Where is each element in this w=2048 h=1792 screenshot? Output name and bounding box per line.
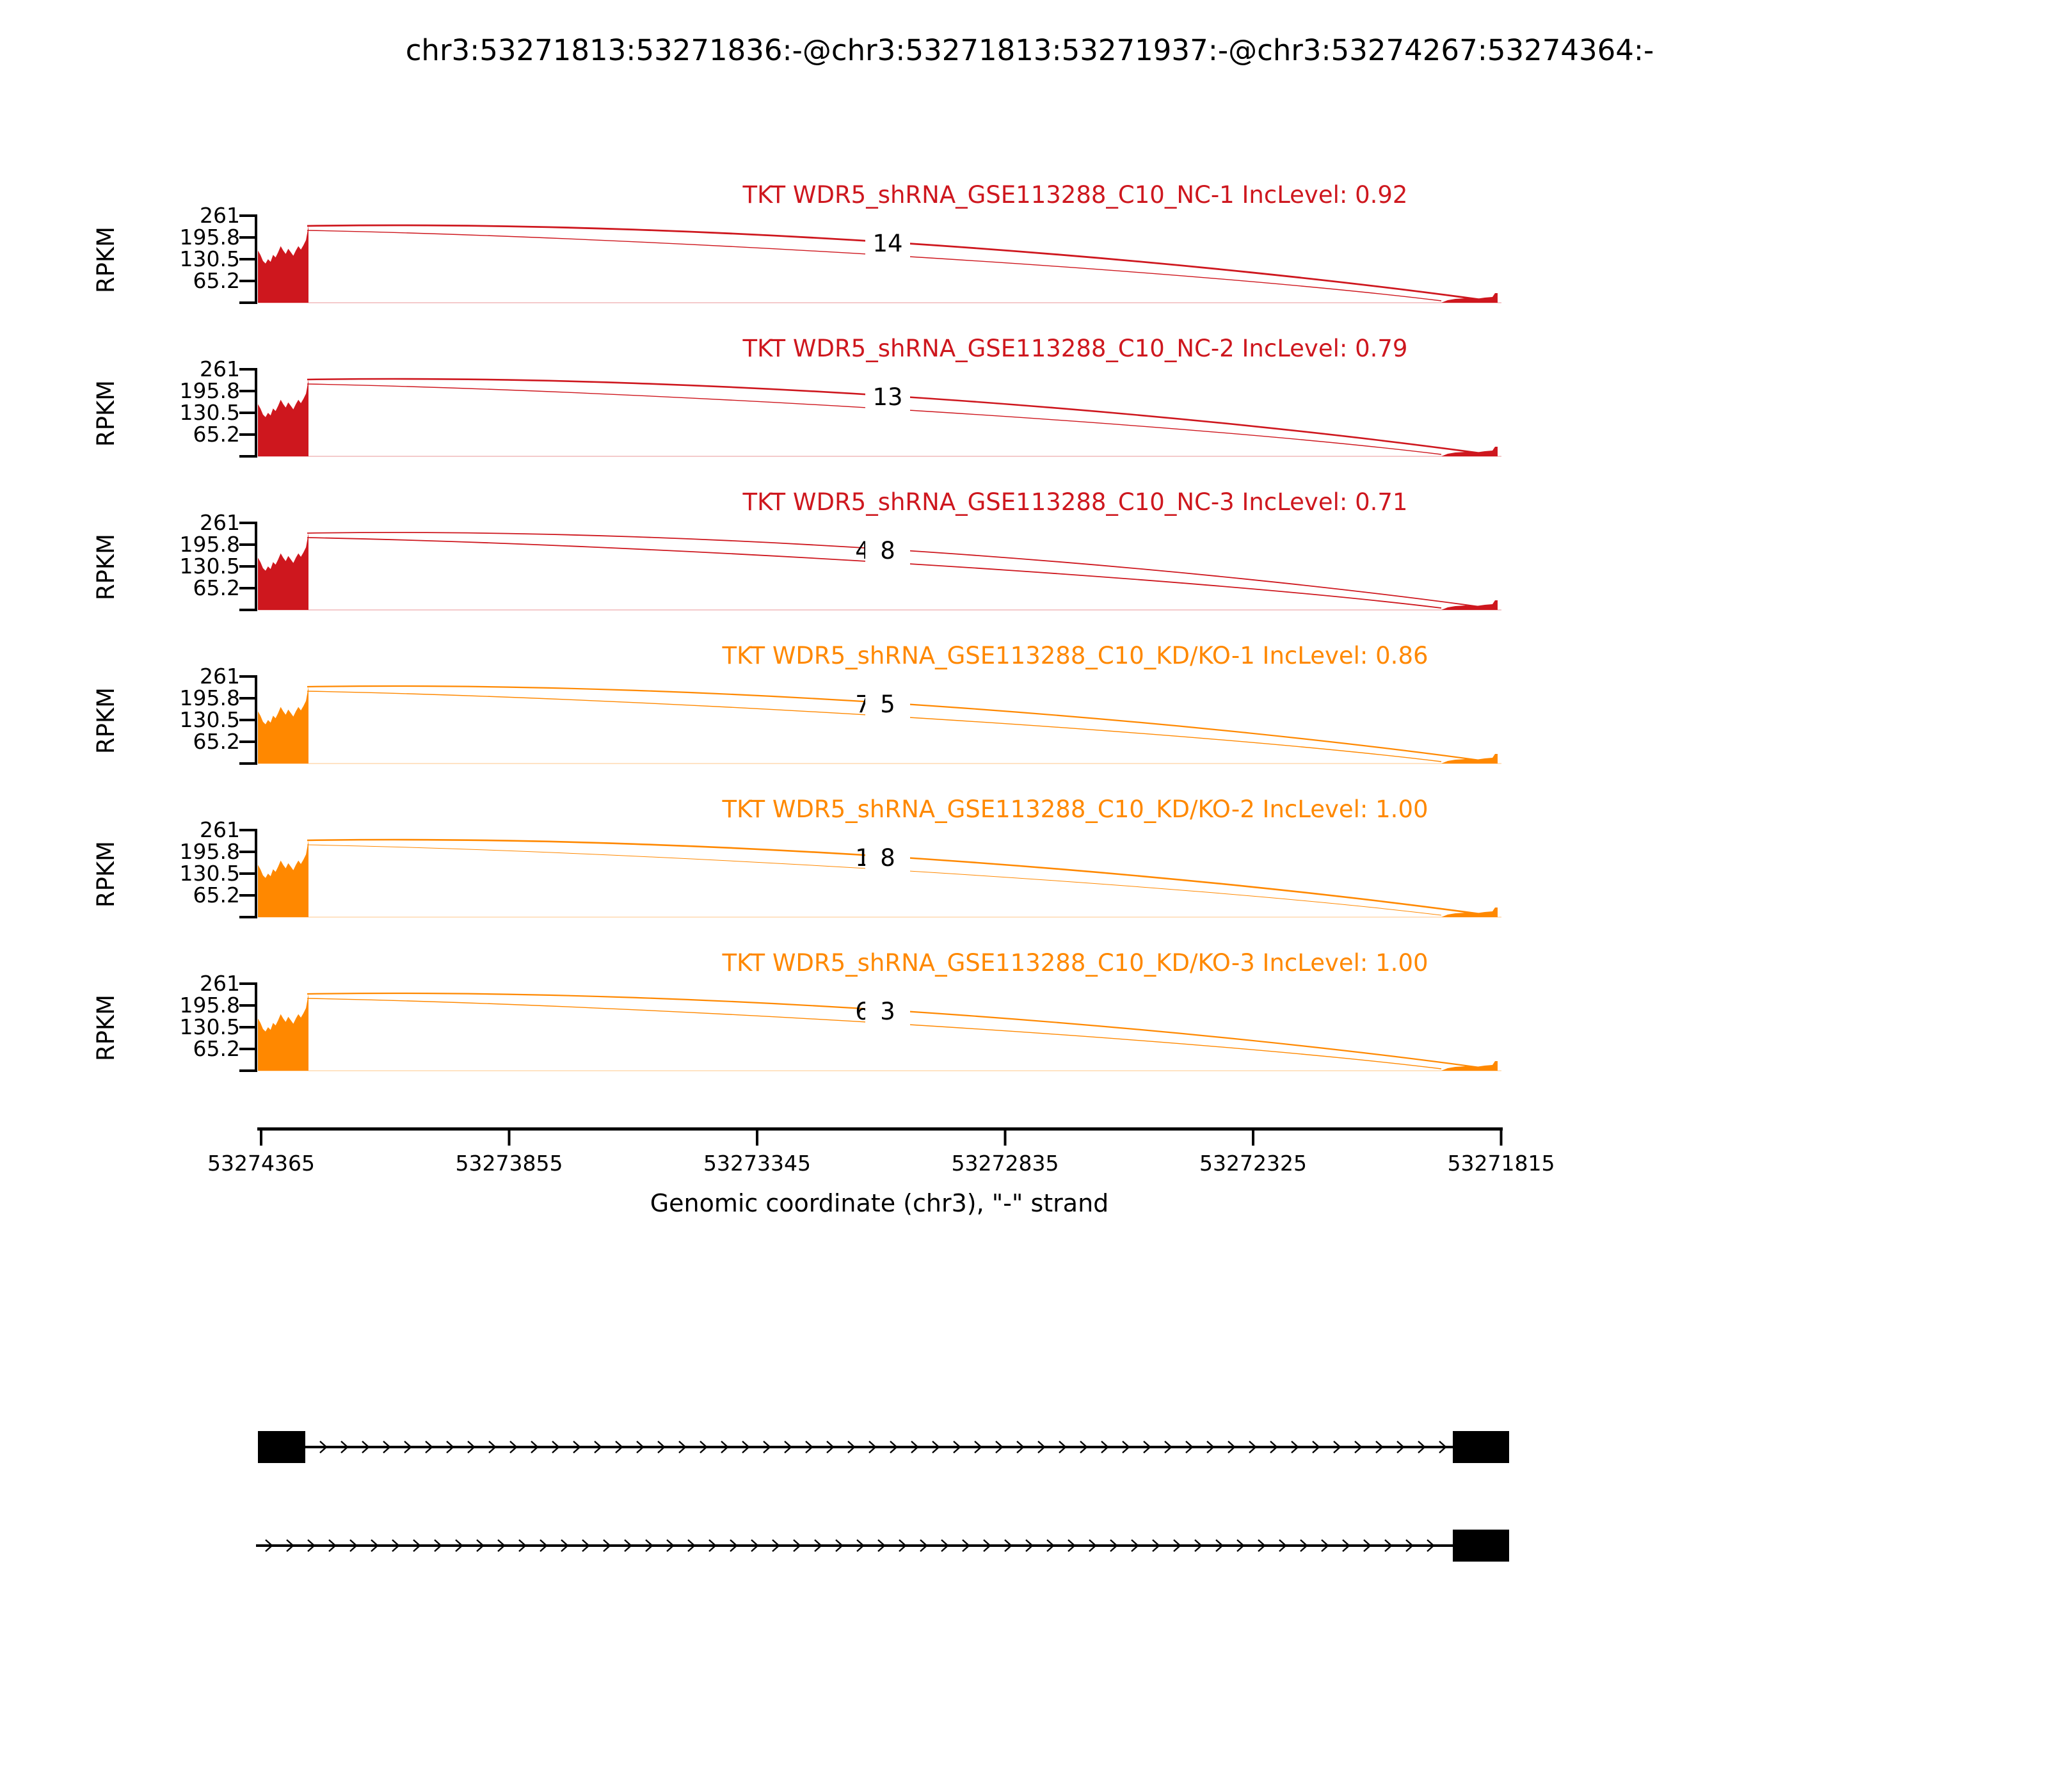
track-label: TKT WDR5_shRNA_GSE113288_C10_KD/KO-2 Inc… — [722, 796, 1428, 823]
junction-arc-long — [307, 224, 1490, 302]
track-label: TKT WDR5_shRNA_GSE113288_C10_NC-3 IncLev… — [742, 488, 1408, 516]
coverage-area — [258, 226, 308, 303]
strand-arrows — [265, 1539, 1434, 1552]
rpkm-axis-label: RPKM — [92, 840, 120, 908]
junction-arc-long — [307, 992, 1490, 1070]
y-tick-label: 65.2 — [193, 883, 240, 908]
junction-count-right: 8 — [865, 844, 910, 873]
x-tick-label: 53272325 — [1199, 1151, 1307, 1176]
track-label: TKT WDR5_shRNA_GSE113288_C10_KD/KO-3 Inc… — [722, 949, 1428, 977]
y-tick-label: 130.5 — [179, 246, 240, 271]
y-tick-label: 195.8 — [179, 378, 240, 403]
junction-arc-long — [307, 838, 1490, 916]
coverage-area — [258, 687, 308, 764]
junction-count-right: 14 — [865, 229, 910, 259]
junction-arc-long — [307, 378, 1490, 456]
x-tick-label: 53274365 — [207, 1151, 315, 1176]
rpkm-axis-label: RPKM — [92, 380, 120, 447]
coverage-area — [258, 840, 308, 917]
track-label: TKT WDR5_shRNA_GSE113288_C10_NC-1 IncLev… — [742, 181, 1408, 209]
y-tick-label: 130.5 — [179, 1014, 240, 1039]
x-tick-label: 53273345 — [703, 1151, 811, 1176]
strand-arrows — [319, 1441, 1446, 1453]
y-tick-label: 65.2 — [193, 422, 240, 447]
coverage-area — [258, 380, 308, 456]
y-tick-label: 261 — [200, 510, 240, 535]
junction-arc-long — [307, 685, 1490, 763]
y-tick-label: 65.2 — [193, 729, 240, 754]
junction-count-right: 3 — [865, 997, 910, 1027]
y-tick-label: 195.8 — [179, 532, 240, 557]
y-tick-label: 261 — [200, 971, 240, 996]
y-tick-label: 195.8 — [179, 993, 240, 1018]
y-tick-label: 195.8 — [179, 685, 240, 710]
rpkm-axis-label: RPKM — [92, 226, 120, 294]
rpkm-axis-label: RPKM — [92, 994, 120, 1062]
x-axis-label: Genomic coordinate (chr3), "-" strand — [650, 1189, 1109, 1217]
plot-title: chr3:53271813:53271836:-@chr3:53271813:5… — [405, 33, 1654, 67]
y-tick-label: 130.5 — [179, 554, 240, 579]
exon-box — [1453, 1431, 1509, 1463]
junction-count-right: 8 — [865, 536, 910, 566]
y-tick-label: 65.2 — [193, 1036, 240, 1061]
y-tick-label: 261 — [200, 664, 240, 689]
y-tick-label: 65.2 — [193, 268, 240, 293]
y-tick-label: 261 — [200, 817, 240, 842]
y-tick-label: 130.5 — [179, 861, 240, 886]
junction-arc-long — [307, 532, 1490, 609]
rpkm-axis-label: RPKM — [92, 687, 120, 755]
track-label: TKT WDR5_shRNA_GSE113288_C10_NC-2 IncLev… — [742, 335, 1408, 362]
y-tick-label: 261 — [200, 203, 240, 228]
x-tick-label: 53273855 — [455, 1151, 563, 1176]
x-tick-label: 53272835 — [951, 1151, 1059, 1176]
exon-box — [1453, 1530, 1509, 1562]
rpkm-axis-label: RPKM — [92, 533, 120, 601]
junction-count-right: 13 — [865, 383, 910, 412]
junction-count-right: 5 — [865, 690, 910, 719]
y-tick-label: 261 — [200, 356, 240, 381]
coverage-area — [258, 533, 308, 610]
y-tick-label: 195.8 — [179, 225, 240, 250]
x-tick-label: 53271815 — [1447, 1151, 1555, 1176]
y-tick-label: 195.8 — [179, 839, 240, 864]
y-tick-label: 65.2 — [193, 575, 240, 600]
exon-box — [258, 1431, 305, 1463]
y-tick-label: 130.5 — [179, 707, 240, 732]
y-tick-label: 130.5 — [179, 400, 240, 425]
coverage-area — [258, 994, 308, 1071]
track-label: TKT WDR5_shRNA_GSE113288_C10_KD/KO-1 Inc… — [722, 642, 1428, 669]
